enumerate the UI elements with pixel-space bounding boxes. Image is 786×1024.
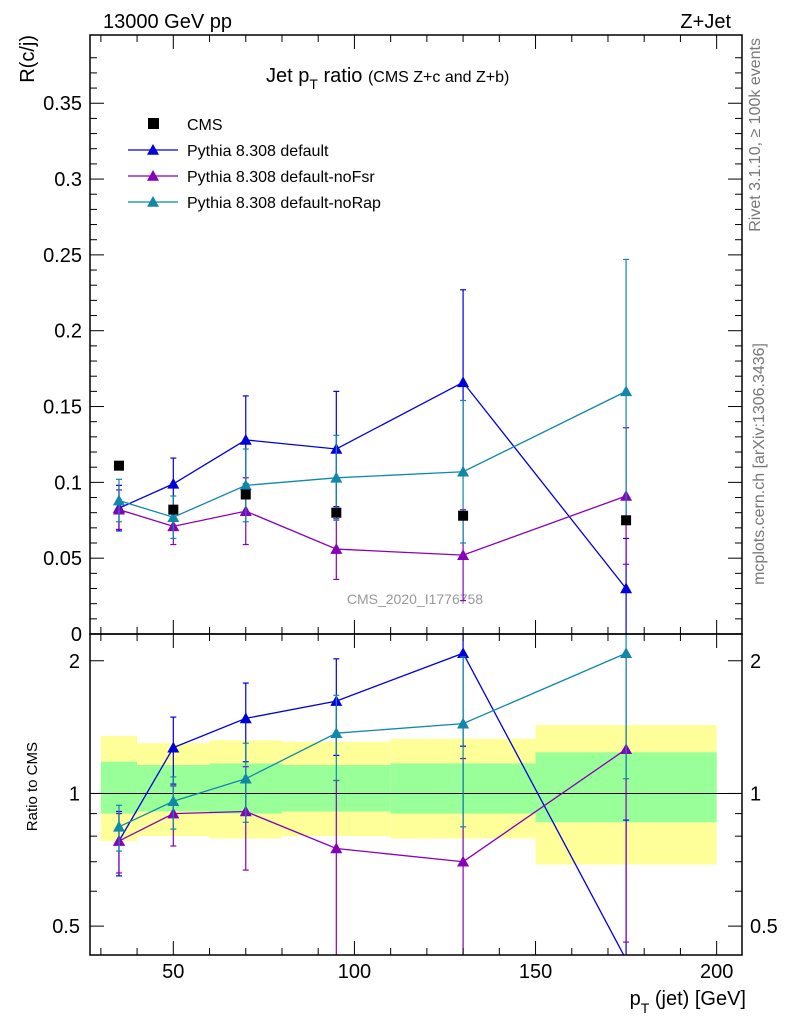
- legend-series-label: Pythia 8.308 default-noRap: [187, 195, 381, 212]
- ratio-axis-label: Ratio to CMS: [24, 742, 41, 831]
- series-1-point: [330, 543, 343, 554]
- legend-series-label: Pythia 8.308 default-noFsr: [187, 169, 375, 186]
- series-2-line: [118, 390, 627, 518]
- title-after: ratio: [318, 65, 368, 87]
- ratio-tick-label-left: 2: [69, 651, 80, 673]
- ratio-tick-label-right: 0.5: [750, 916, 778, 938]
- y-axis-label: R(c/j): [17, 35, 39, 83]
- energy-label: 13000 GeV pp: [103, 11, 232, 33]
- x-tick-label: 200: [700, 961, 733, 983]
- ratio-tick-label-left: 0.5: [52, 916, 80, 938]
- xlabel-sub: T: [641, 1000, 650, 1016]
- series-0-point: [167, 477, 180, 489]
- y-tick-label: 0: [71, 624, 82, 646]
- xlabel-after: (jet) [GeV]: [649, 988, 746, 1010]
- series-2-ratio-point: [330, 727, 343, 738]
- title-main: Jet p: [266, 65, 309, 87]
- series-2-point: [620, 385, 633, 397]
- main-panel: [112, 258, 633, 634]
- legend-cms-marker: [148, 118, 159, 129]
- cms-point: [331, 507, 342, 518]
- x-tick-label: 50: [162, 961, 184, 983]
- series-2-ratio-point: [239, 772, 252, 784]
- series-0-point: [239, 433, 252, 445]
- legend-series-marker: [147, 196, 159, 207]
- legend-series-label: Pythia 8.308 default: [187, 143, 329, 160]
- x-tick-label: 150: [519, 961, 552, 983]
- cms-point: [168, 504, 179, 515]
- cms-point: [113, 460, 124, 471]
- series-0-ratio-point: [239, 712, 252, 724]
- y-tick-label: 0.3: [54, 169, 82, 191]
- y-tick-label: 0.25: [43, 245, 82, 267]
- legend: CMS Pythia 8.308 default Pythia 8.308 defa…: [128, 117, 381, 212]
- y-tick-label: 0.1: [54, 472, 82, 494]
- series-2-ratio-point: [620, 647, 633, 659]
- cms-point: [458, 510, 469, 521]
- series-2-point: [167, 511, 180, 523]
- series-2-ratio-point: [457, 717, 470, 729]
- chart-title: Jet pT ratio (CMS Z+c and Z+b): [266, 65, 509, 92]
- series-1-ratio-point: [457, 855, 470, 867]
- series-1-line: [118, 495, 627, 556]
- series-0-point: [457, 376, 470, 388]
- series-1-point: [457, 549, 470, 560]
- xlabel-main: p: [630, 988, 641, 1010]
- ratio-tick-label-right: 2: [750, 651, 761, 673]
- title-sub: T: [309, 76, 318, 92]
- title-paren: (CMS Z+c and Z+b): [368, 69, 509, 86]
- rivet-label: Rivet 3.1.10, ≥ 100k events: [747, 38, 764, 232]
- series-2-ratio-line: [118, 652, 627, 828]
- series-0-ratio-point: [457, 647, 470, 659]
- y-tick-label: 0.2: [54, 321, 82, 343]
- series-2-point: [457, 465, 470, 477]
- y-tick-label: 0.05: [43, 548, 82, 570]
- legend-series-marker: [147, 144, 159, 155]
- ratio-tick-label-right: 1: [750, 783, 761, 805]
- series-0-line: [118, 381, 627, 589]
- y-tick-label: 0.35: [43, 93, 82, 115]
- ratio-frame: [89, 633, 743, 956]
- x-tick-label: 100: [338, 961, 371, 983]
- ratio-panel: [90, 634, 742, 955]
- y-tick-label: 0.15: [43, 397, 82, 419]
- series-2-ratio-point: [112, 820, 125, 832]
- series-1-ratio-point: [330, 842, 343, 854]
- process-label: Z+Jet: [680, 11, 731, 33]
- cms-point: [240, 489, 251, 500]
- x-axis-label: pT (jet) [GeV]: [630, 988, 746, 1016]
- svg-text:Jet pT ratio (CMS Z+c and Z+b: Jet pT ratio (CMS Z+c and Z+b): [266, 65, 509, 92]
- ratio-tick-label-left: 1: [69, 783, 80, 805]
- series-2-point: [330, 471, 343, 483]
- axes: 50 100 150 200 0 0.05 0.1 0.15 0.2 0.25 0.3 0.35 0.5…: [43, 34, 778, 983]
- series-0-ratio-line: [118, 652, 625, 955]
- cms-point: [621, 515, 632, 526]
- legend-cms-label: CMS: [187, 117, 223, 134]
- series-0-ratio-point: [167, 741, 180, 753]
- svg-text:pT (jet) [GeV]: pT (jet) [GeV]: [630, 988, 746, 1016]
- series-2-point: [112, 494, 125, 506]
- series-2-point: [239, 479, 252, 491]
- legend-series-marker: [147, 170, 159, 181]
- analysis-watermark: CMS_2020_I1776758: [347, 591, 483, 607]
- series-1-ratio-line: [118, 748, 627, 863]
- series-2-ratio-point: [167, 795, 180, 807]
- mcplots-label: mcplots.cern.ch [arXiv:1306.3436]: [751, 343, 768, 585]
- series-0-point: [620, 582, 633, 594]
